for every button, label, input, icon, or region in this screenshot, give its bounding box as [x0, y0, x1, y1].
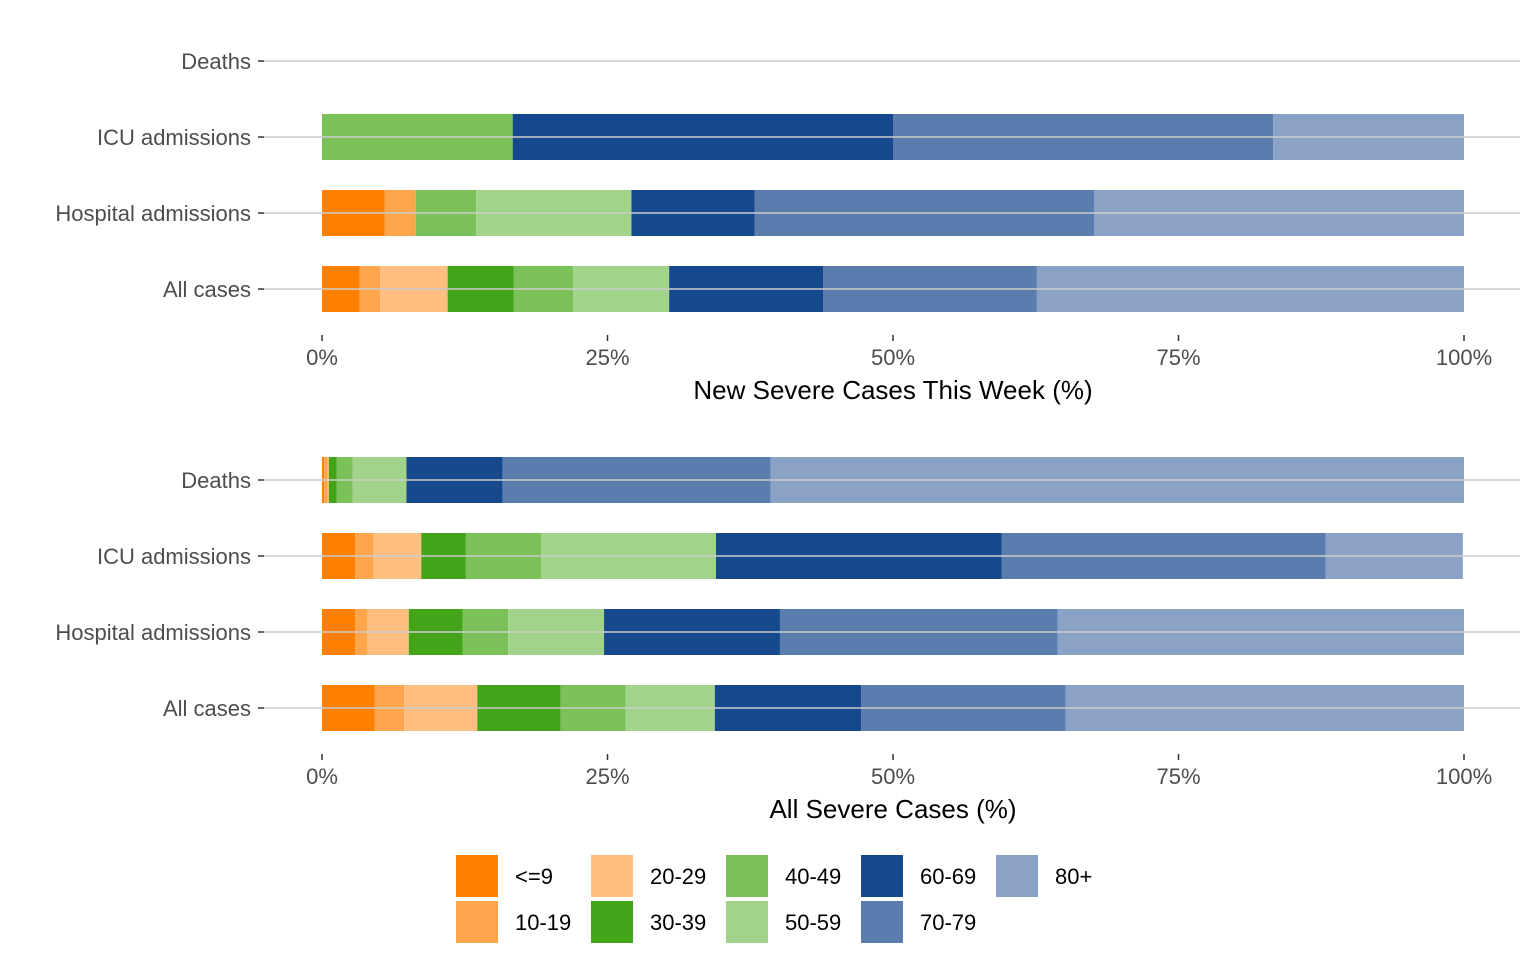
- legend-swatch-30-39: [591, 901, 633, 943]
- p1-category-label-deaths: Deaths: [181, 49, 251, 74]
- p2-category-label-deaths: Deaths: [181, 468, 251, 493]
- legend-label-20-29: 20-29: [650, 864, 706, 889]
- p1-x-tick-label-2: 50%: [871, 345, 915, 370]
- p2-x-tick-label-1: 25%: [585, 764, 629, 789]
- p2-category-label-hospital-admissions: Hospital admissions: [55, 620, 251, 645]
- p1-category-label-hospital-admissions: Hospital admissions: [55, 201, 251, 226]
- p2-x-tick-label-2: 50%: [871, 764, 915, 789]
- p1-x-tick-label-1: 25%: [585, 345, 629, 370]
- p2-x-tick-label-3: 75%: [1156, 764, 1200, 789]
- p2-category-label-all-cases: All cases: [163, 696, 251, 721]
- legend-label-30-39: 30-39: [650, 910, 706, 935]
- legend-swatch-le-9: [456, 855, 498, 897]
- legend-swatch-20-29: [591, 855, 633, 897]
- legend-label-10-19: 10-19: [515, 910, 571, 935]
- p2-category-label-icu-admissions: ICU admissions: [97, 544, 251, 569]
- p2-x-tick-label-4: 100%: [1436, 764, 1492, 789]
- p1-x-tick-label-3: 75%: [1156, 345, 1200, 370]
- legend-swatch-80-plus: [996, 855, 1038, 897]
- legend-label-70-79: 70-79: [920, 910, 976, 935]
- p1-category-label-icu-admissions: ICU admissions: [97, 125, 251, 150]
- p1-x-axis-title: New Severe Cases This Week (%): [693, 375, 1092, 405]
- p1-category-label-all-cases: All cases: [163, 277, 251, 302]
- legend-swatch-60-69: [861, 855, 903, 897]
- legend-swatch-50-59: [726, 901, 768, 943]
- legend-label-le-9: <=9: [515, 864, 553, 889]
- p1-x-tick-label-4: 100%: [1436, 345, 1492, 370]
- legend-label-60-69: 60-69: [920, 864, 976, 889]
- legend-swatch-40-49: [726, 855, 768, 897]
- legend-swatch-70-79: [861, 901, 903, 943]
- legend-label-50-59: 50-59: [785, 910, 841, 935]
- legend-swatch-10-19: [456, 901, 498, 943]
- legend-label-80-plus: 80+: [1055, 864, 1092, 889]
- p1-x-tick-label-0: 0%: [306, 345, 338, 370]
- p2-x-axis-title: All Severe Cases (%): [769, 794, 1016, 824]
- legend-label-40-49: 40-49: [785, 864, 841, 889]
- p2-x-tick-label-0: 0%: [306, 764, 338, 789]
